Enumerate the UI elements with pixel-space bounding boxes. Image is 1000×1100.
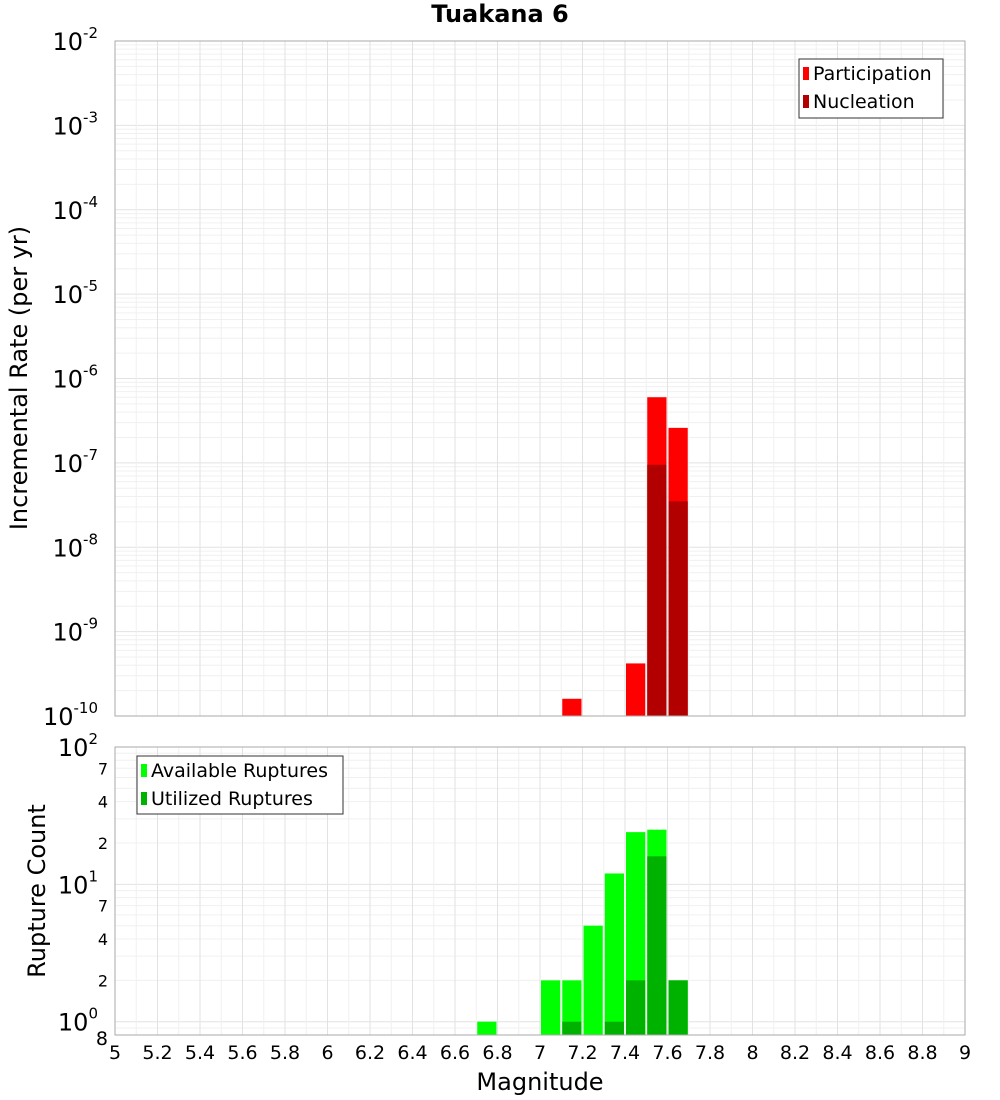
rate-bars bbox=[562, 397, 688, 716]
magnitude-x-tick-label: 8.2 bbox=[780, 1042, 810, 1064]
magnitude-x-tick-label: 5.4 bbox=[185, 1042, 215, 1064]
rate-grid bbox=[114, 40, 966, 717]
magnitude-x-tick-label: 6.8 bbox=[482, 1042, 512, 1064]
magnitude-x-tick-label: 6.4 bbox=[397, 1042, 427, 1064]
participation-legend-swatch bbox=[803, 67, 809, 80]
magnitude-x-tick-label: 8.4 bbox=[822, 1042, 852, 1064]
utilized-ruptures-bar bbox=[562, 1021, 582, 1035]
count-y-tick-label: 102 bbox=[58, 730, 98, 762]
utilized-legend-swatch bbox=[141, 792, 147, 805]
nucleation-bar bbox=[647, 464, 667, 716]
magnitude-x-tick-label: 6 bbox=[321, 1042, 333, 1064]
utilized-ruptures-bar bbox=[604, 1021, 624, 1035]
nucleation-legend-label: Nucleation bbox=[813, 91, 915, 113]
count-panel: 102 101 100 7 4 2 7 4 2 8 5 5.2 5.4 5.6 5.8 6 6.2 6.4 6.6… bbox=[23, 730, 971, 1096]
utilized-ruptures-bar bbox=[668, 980, 688, 1035]
magnitude-x-tick-label: 5 bbox=[109, 1042, 121, 1064]
available-ruptures-bar bbox=[562, 980, 582, 1035]
magnitude-x-ticks: 5 5.2 5.4 5.6 5.8 6 6.2 6.4 6.6 6.8 7 7.2 7.4 7.6 7.8 8… bbox=[109, 1042, 971, 1064]
rate-y-tick-label: 10-8 bbox=[52, 530, 98, 562]
available-legend-label: Available Ruptures bbox=[151, 760, 328, 782]
magnitude-x-axis-label: Magnitude bbox=[476, 1068, 603, 1096]
utilized-ruptures-bar bbox=[626, 980, 646, 1035]
rate-y-ticks: 10-2 10-3 10-4 10-5 10-6 10-7 10-8 10-9 10-10 bbox=[43, 24, 98, 731]
count-y-minor-tick-label: 8 bbox=[96, 1028, 108, 1050]
count-y-minor-tick-label: 2 bbox=[98, 971, 108, 990]
rate-y-tick-label: 10-10 bbox=[43, 699, 98, 731]
magnitude-x-tick-label: 8.6 bbox=[865, 1042, 895, 1064]
participation-legend-label: Participation bbox=[813, 63, 932, 85]
magnitude-x-tick-label: 9 bbox=[959, 1042, 971, 1064]
rate-y-axis-label: Incremental Rate (per yr) bbox=[5, 226, 33, 530]
magnitude-x-tick-label: 7.2 bbox=[567, 1042, 597, 1064]
rate-y-tick-label: 10-4 bbox=[52, 193, 98, 225]
rate-y-tick-label: 10-2 bbox=[52, 24, 98, 56]
magnitude-x-tick-label: 6.2 bbox=[355, 1042, 385, 1064]
utilized-legend-label: Utilized Ruptures bbox=[151, 788, 313, 810]
available-ruptures-bar bbox=[604, 873, 624, 1035]
rate-y-tick-label: 10-6 bbox=[52, 362, 98, 394]
chart-title: Tuakana 6 bbox=[431, 0, 569, 28]
count-y-axis-label: Rupture Count bbox=[23, 804, 51, 978]
rate-legend: Participation Nucleation bbox=[798, 58, 944, 119]
count-legend-box bbox=[136, 755, 344, 815]
nucleation-bar bbox=[668, 501, 688, 716]
magnitude-x-tick-label: 5.6 bbox=[227, 1042, 257, 1064]
magnitude-x-tick-label: 6.6 bbox=[440, 1042, 470, 1064]
rate-y-tick-label: 10-3 bbox=[52, 108, 98, 140]
count-y-minor-tick-label: 4 bbox=[98, 930, 108, 949]
magnitude-x-tick-label: 8.8 bbox=[907, 1042, 937, 1064]
rate-plot-border bbox=[114, 40, 966, 717]
magnitude-x-tick-label: 7.8 bbox=[695, 1042, 725, 1064]
available-ruptures-bar bbox=[477, 1021, 497, 1035]
participation-bar bbox=[562, 698, 582, 716]
available-legend-swatch bbox=[141, 764, 147, 777]
count-bars bbox=[477, 829, 688, 1035]
count-y-minor-tick-label: 7 bbox=[98, 759, 108, 778]
utilized-ruptures-bar bbox=[647, 856, 667, 1035]
count-y-minor-tick-label: 2 bbox=[98, 834, 108, 853]
count-y-minor-tick-label: 7 bbox=[98, 897, 108, 916]
count-y-ticks: 102 101 100 7 4 2 7 4 2 8 bbox=[58, 730, 108, 1050]
available-ruptures-bar bbox=[583, 925, 603, 1035]
count-y-tick-label: 100 bbox=[58, 1005, 98, 1037]
participation-bar bbox=[626, 663, 646, 716]
count-y-minor-tick-label: 4 bbox=[98, 793, 108, 812]
magnitude-x-tick-label: 5.2 bbox=[142, 1042, 172, 1064]
available-ruptures-bar bbox=[541, 980, 561, 1035]
count-y-tick-label: 101 bbox=[58, 867, 98, 899]
count-plot-border bbox=[114, 746, 966, 1036]
magnitude-x-tick-label: 7.4 bbox=[610, 1042, 640, 1064]
count-legend: Available Ruptures Utilized Ruptures bbox=[136, 755, 344, 815]
rate-panel: 10-2 10-3 10-4 10-5 10-6 10-7 10-8 10-9 10-10 In… bbox=[5, 24, 966, 731]
magnitude-x-tick-label: 5.8 bbox=[270, 1042, 300, 1064]
rate-y-tick-label: 10-5 bbox=[52, 277, 98, 309]
magnitude-x-tick-label: 7.6 bbox=[652, 1042, 682, 1064]
magnitude-x-tick-label: 7 bbox=[534, 1042, 546, 1064]
rate-y-tick-label: 10-9 bbox=[52, 615, 98, 647]
rate-y-tick-label: 10-7 bbox=[52, 446, 98, 478]
rate-legend-box bbox=[798, 58, 944, 119]
magnitude-x-tick-label: 8 bbox=[746, 1042, 758, 1064]
nucleation-legend-swatch bbox=[803, 95, 809, 108]
